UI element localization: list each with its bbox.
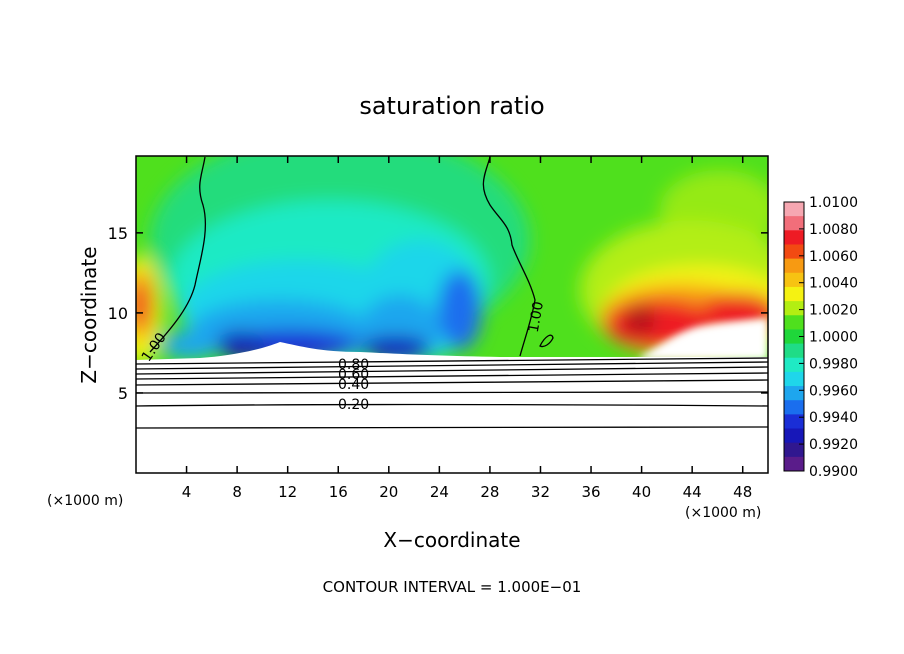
y-tick-label: 10 bbox=[108, 304, 128, 323]
x-tick-label: 48 bbox=[733, 483, 752, 501]
colorbar-swatch bbox=[784, 357, 804, 373]
x-tick-label: 20 bbox=[379, 483, 398, 501]
x-tick-label: 16 bbox=[329, 483, 348, 501]
x-axis: 4 8 12 16 20 24 28 32 36 40 44 48 bbox=[182, 156, 752, 501]
colorbar-tick-label: 1.0060 bbox=[809, 249, 858, 265]
colorbar-swatch bbox=[784, 286, 804, 302]
chart-title: saturation ratio bbox=[359, 92, 544, 120]
x-tick-label: 28 bbox=[480, 483, 499, 501]
colorbar-swatch bbox=[784, 400, 804, 415]
x-tick-label: 32 bbox=[531, 483, 550, 501]
x-tick-label: 44 bbox=[683, 483, 702, 501]
x-units-right: (×1000 m) bbox=[685, 505, 761, 521]
contour-lines bbox=[135, 156, 769, 429]
colorbar-swatch bbox=[784, 258, 804, 274]
colorbar-swatch bbox=[784, 343, 804, 359]
colorbar-swatch bbox=[784, 371, 804, 387]
colorbar-tick-label: 1.0000 bbox=[809, 330, 858, 346]
x-units-left: (×1000 m) bbox=[47, 493, 123, 509]
x-tick-label: 8 bbox=[232, 483, 242, 501]
contour-label: 0.60 bbox=[338, 367, 369, 383]
y-axis: 5 10 15 bbox=[108, 224, 768, 403]
contour-label: 0.40 bbox=[338, 377, 369, 393]
y-axis-label: Z−coordinate bbox=[77, 246, 101, 383]
colorbar-swatch bbox=[784, 244, 804, 260]
colorbar-swatch bbox=[784, 414, 804, 430]
x-tick-label: 40 bbox=[632, 483, 651, 501]
plot-frame bbox=[135, 155, 769, 474]
colorbar: 1.0100 1.0080 1.0060 1.0040 1.0020 1.0000 0.99… bbox=[783, 195, 858, 480]
colorbar-tick-label: 1.0100 bbox=[809, 195, 858, 211]
colorbar-tick-label: 1.0020 bbox=[809, 303, 858, 319]
colorbar-tick-label: 1.0040 bbox=[809, 276, 858, 292]
contour-interval-note: CONTOUR INTERVAL = 1.000E−01 bbox=[323, 578, 582, 596]
colorbar-swatch bbox=[784, 315, 804, 330]
colorbar-swatch bbox=[784, 456, 804, 472]
colorbar-tick-label: 1.0080 bbox=[809, 222, 858, 238]
colorbar-swatch bbox=[784, 329, 804, 345]
y-tick-label: 15 bbox=[108, 224, 128, 243]
contour-label: 0.80 bbox=[338, 357, 369, 373]
colorbar-swatch bbox=[784, 428, 804, 444]
contour-label: 1.00 bbox=[526, 300, 547, 333]
x-tick-label: 12 bbox=[278, 483, 297, 501]
colorbar-tick-label: 0.9940 bbox=[809, 410, 858, 426]
colorbar-swatch bbox=[784, 301, 804, 316]
x-tick-label: 36 bbox=[581, 483, 600, 501]
colorbar-swatch bbox=[784, 230, 804, 245]
colorbar-tick-label: 0.9900 bbox=[809, 464, 858, 480]
heatmap-field bbox=[136, 156, 768, 473]
contour-label: 0.20 bbox=[338, 397, 369, 413]
colorbar-tick-label: 0.9960 bbox=[809, 383, 858, 399]
colorbar-tick-label: 0.9920 bbox=[809, 437, 858, 453]
colorbar-tick-label: 0.9980 bbox=[809, 356, 858, 372]
x-axis-label: X−coordinate bbox=[383, 528, 520, 552]
colorbar-swatch bbox=[784, 202, 804, 217]
x-tick-label: 24 bbox=[430, 483, 449, 501]
colorbar-swatch bbox=[784, 386, 804, 401]
colorbar-swatch bbox=[784, 272, 804, 288]
colorbar-swatch bbox=[784, 442, 804, 458]
x-tick-label: 4 bbox=[182, 483, 192, 501]
colorbar-swatch bbox=[784, 216, 804, 231]
y-tick-label: 5 bbox=[118, 384, 128, 403]
